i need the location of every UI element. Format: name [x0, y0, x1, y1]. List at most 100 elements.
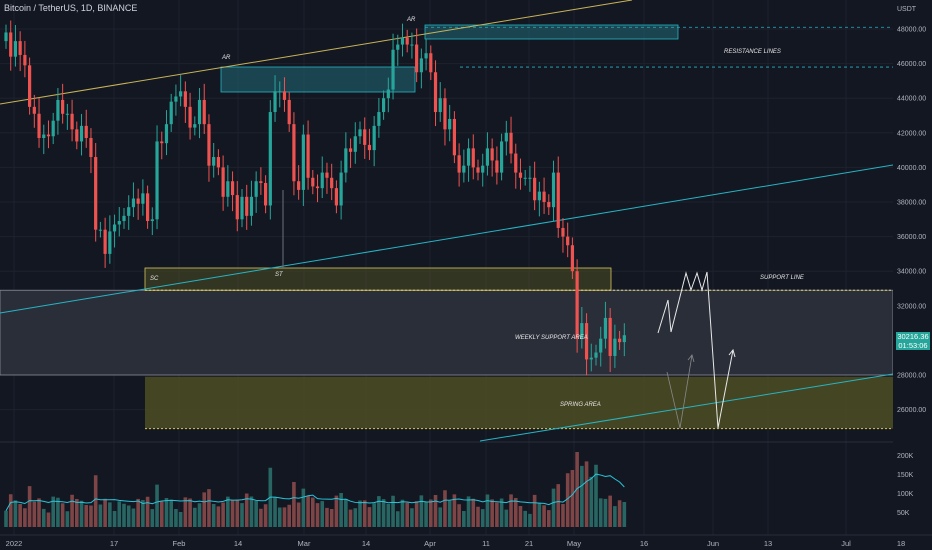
- volume-bar: [145, 496, 150, 527]
- volume-bar: [348, 509, 353, 527]
- candle-body: [188, 106, 192, 128]
- candle-body: [122, 215, 126, 222]
- volume-bar: [622, 502, 627, 527]
- candle-body: [490, 148, 494, 161]
- candle-body: [415, 44, 419, 73]
- candle-body: [622, 335, 626, 343]
- candle-body: [396, 44, 400, 50]
- candle-body: [448, 118, 452, 130]
- candle-body: [65, 113, 69, 115]
- volume-bar: [542, 505, 546, 527]
- volume-bar: [18, 504, 22, 527]
- price-tick-label: 34000.00: [897, 269, 926, 276]
- candle-body: [13, 41, 18, 57]
- volume-bar: [301, 488, 306, 527]
- candle-body: [457, 155, 461, 173]
- volume-bar: [466, 496, 471, 527]
- resistance-box-2: [424, 24, 679, 40]
- candle-body: [547, 202, 551, 208]
- volume-bar: [51, 496, 55, 527]
- time-tick-label: 2022: [6, 539, 23, 548]
- candle-body: [131, 198, 136, 208]
- candle-body: [51, 120, 55, 137]
- candle-body: [584, 323, 589, 360]
- volume-tick-label: 50K: [897, 510, 910, 517]
- volume-bar: [570, 470, 575, 527]
- candle-body: [514, 153, 518, 173]
- volume-bar: [240, 503, 244, 527]
- candle-body: [377, 112, 381, 126]
- candle-body: [348, 148, 353, 152]
- volume-bar: [136, 498, 140, 527]
- candle-body: [334, 188, 338, 206]
- price-tick-label: 26000.00: [897, 407, 926, 414]
- volume-bar: [329, 509, 334, 527]
- price-tick-label: 32000.00: [897, 303, 926, 310]
- volume-bar: [523, 510, 527, 527]
- last-price-badge: 30216.36 01:53:06: [896, 332, 930, 350]
- volume-bar: [141, 500, 145, 527]
- candle-body: [330, 177, 334, 189]
- candle-body: [245, 196, 249, 216]
- time-tick-label: 16: [640, 539, 648, 548]
- volume-bar: [249, 496, 254, 527]
- candle-body: [481, 165, 485, 173]
- volume-bar: [471, 498, 476, 527]
- time-tick-label: Apr: [424, 539, 436, 548]
- volume-bar: [509, 494, 513, 527]
- candle-body: [367, 144, 372, 151]
- candle-body: [23, 54, 27, 66]
- sc-label: SC: [150, 276, 159, 282]
- countdown-timer: 01:53:06: [898, 340, 928, 350]
- volume-ma-line: [5, 473, 625, 511]
- volume-bar: [594, 464, 598, 527]
- volume-bar: [339, 493, 343, 527]
- candle-body: [292, 124, 296, 182]
- candle-body: [18, 41, 22, 55]
- volume-bar: [528, 513, 532, 527]
- volume-bar: [575, 452, 579, 527]
- candle-body: [613, 338, 617, 356]
- candle-body: [273, 91, 277, 113]
- candle-body: [202, 99, 206, 125]
- candle-body: [311, 177, 315, 187]
- volume-bar: [462, 511, 466, 527]
- volume-bar: [122, 503, 126, 527]
- volume-bar: [273, 497, 277, 527]
- volume-bar: [476, 506, 480, 527]
- volume-bar: [65, 511, 70, 527]
- time-tick-label: 21: [525, 539, 533, 548]
- candle-body: [570, 245, 574, 272]
- volume-bar: [230, 500, 235, 527]
- candle-body: [212, 157, 216, 166]
- ar-label-1: AR: [222, 55, 231, 61]
- volume-bar: [259, 508, 263, 527]
- candle-body: [226, 181, 230, 197]
- candle-body: [495, 160, 499, 173]
- volume-bar: [358, 500, 362, 527]
- candle-body: [551, 172, 556, 208]
- volume-tick-label: 150K: [897, 472, 914, 479]
- candle-body: [556, 172, 560, 228]
- volume-bar: [551, 488, 556, 527]
- last-price-value: 30216.36: [897, 332, 929, 341]
- volume-bar: [178, 512, 183, 527]
- candle-body: [179, 91, 183, 97]
- candle-body: [98, 229, 102, 231]
- volume-bar: [443, 490, 447, 527]
- weekly-support-zone: [0, 289, 894, 376]
- volume-bar: [584, 461, 589, 527]
- volume-bar: [311, 497, 315, 527]
- volume-bar: [282, 507, 287, 527]
- volume-bar: [216, 506, 221, 527]
- volume-bar: [98, 504, 103, 527]
- volume-bar: [296, 502, 301, 527]
- weekly-support-label: WEEKLY SUPPORT AREA: [515, 335, 588, 341]
- volume-bar: [480, 509, 485, 527]
- volume-bar: [395, 511, 400, 527]
- time-tick-label: 14: [234, 539, 242, 548]
- support-line-label: SUPPORT LINE: [760, 275, 804, 281]
- candle-body: [339, 172, 343, 206]
- volume-bar: [108, 502, 112, 527]
